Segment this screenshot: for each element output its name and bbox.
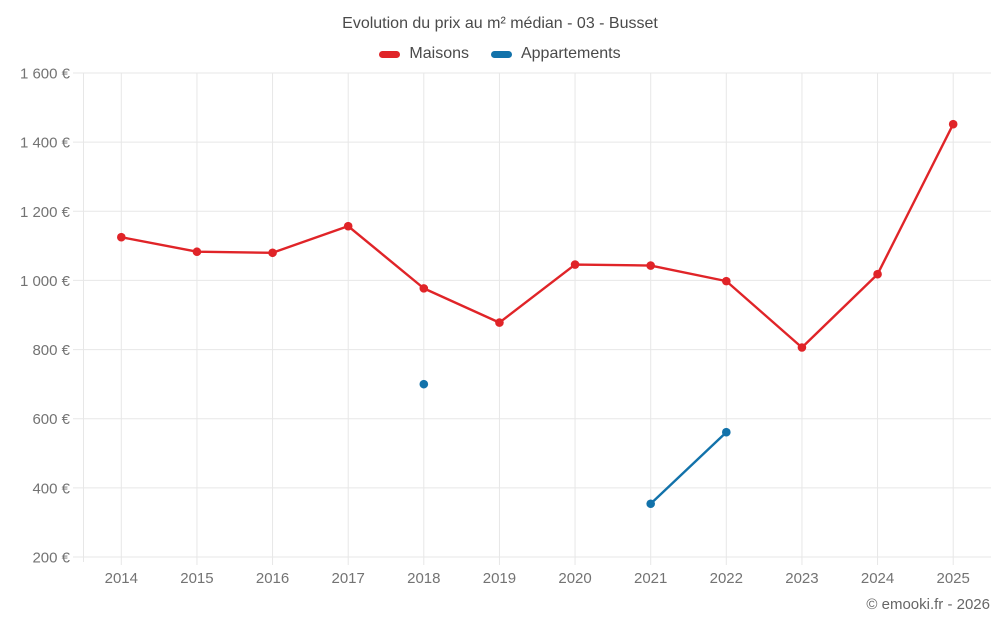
data-point-maisons-2020[interactable]: [570, 260, 580, 269]
data-point-maisons-2024[interactable]: [873, 269, 882, 279]
y-tick-label: 1 200 €: [20, 204, 71, 221]
data-point-maisons-2022[interactable]: [722, 276, 731, 286]
x-tick-label: 2023: [785, 570, 818, 587]
x-tick-label: 2016: [256, 570, 289, 587]
y-tick-label: 1 400 €: [20, 135, 71, 152]
data-point-maisons-2017[interactable]: [343, 221, 353, 231]
data-point-maisons-2018[interactable]: [419, 284, 429, 293]
data-point-appartements-2021[interactable]: [646, 499, 655, 509]
maisons-series-swatch-icon: [379, 50, 401, 58]
chart-title: Evolution du prix au m² médian - 03 - Bu…: [342, 15, 658, 32]
data-point-maisons-2014[interactable]: [117, 232, 126, 242]
x-tick-label: 2015: [180, 570, 213, 587]
y-tick-label: 400 €: [32, 480, 70, 497]
x-tick-label: 2021: [634, 570, 667, 587]
data-point-maisons-2019[interactable]: [495, 318, 504, 327]
x-tick-label: 2025: [937, 570, 970, 587]
legend-item-maisons[interactable]: Maisons: [379, 45, 469, 63]
data-point-appartements-2018[interactable]: [419, 379, 429, 389]
legend-label-maisons: Maisons: [409, 45, 469, 62]
series-line-maisons: [120, 122, 955, 349]
x-tick-label: 2022: [710, 570, 743, 587]
y-tick-label: 600 €: [32, 411, 70, 428]
y-tick-label: 200 €: [32, 550, 70, 567]
y-tick-label: 1 000 €: [20, 273, 71, 290]
appartements-series-swatch-icon: [490, 50, 512, 58]
data-point-maisons-2025[interactable]: [948, 119, 958, 129]
data-point-maisons-2016[interactable]: [268, 248, 277, 258]
data-point-maisons-2021[interactable]: [646, 261, 655, 270]
x-tick-label: 2024: [861, 570, 894, 587]
data-point-maisons-2023[interactable]: [797, 343, 807, 352]
y-tick-label: 1 600 €: [20, 66, 71, 83]
x-tick-label: 2019: [483, 570, 516, 587]
footer-credit: © emooki.fr - 2026: [866, 596, 990, 613]
x-tick-label: 2017: [332, 570, 365, 587]
x-tick-label: 2014: [105, 570, 138, 587]
legend-item-appartements[interactable]: Appartements: [490, 45, 621, 63]
data-point-maisons-2015[interactable]: [192, 247, 202, 257]
y-tick-label: 800 €: [32, 342, 70, 359]
x-tick-label: 2020: [558, 570, 591, 587]
series-line-appartements: [649, 430, 728, 505]
data-point-appartements-2022[interactable]: [722, 427, 731, 437]
legend-label-appartements: Appartements: [520, 45, 621, 62]
chart-legend: Maisons Appartements: [0, 45, 1000, 63]
x-tick-label: 2018: [407, 570, 440, 587]
